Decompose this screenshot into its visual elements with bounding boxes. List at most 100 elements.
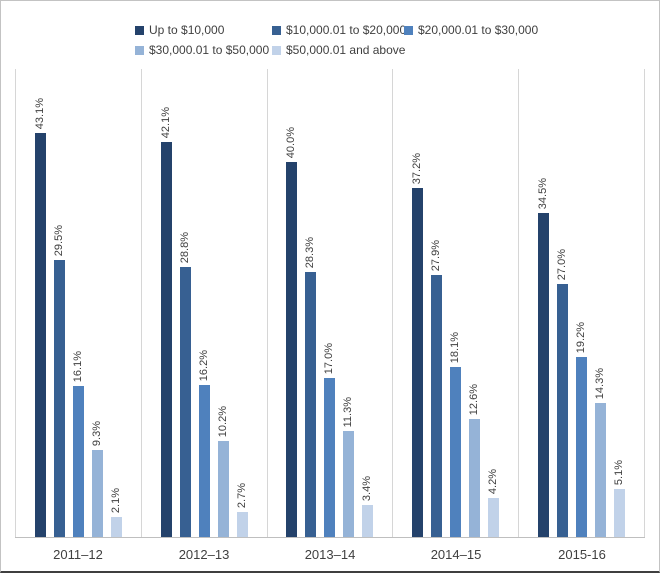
legend-swatch-icon (272, 25, 281, 35)
bar-cell: 17.0% (323, 69, 336, 537)
bar-value-label: 5.1% (613, 459, 626, 485)
bar-cell: 16.2% (197, 69, 210, 537)
bar-value-label: 28.3% (304, 236, 317, 268)
legend-label: $10,000.01 to $20,000 (286, 23, 407, 37)
bar-value-label: 40.0% (285, 126, 298, 158)
legend-swatch-icon (272, 45, 281, 55)
legend-item: $20,000.01 to $30,000 (404, 23, 538, 37)
category-group-2014–15: 37.2% 27.9% 18.1% 12.6% 4.2% (392, 69, 518, 537)
legend-item: $10,000.01 to $20,000 (272, 23, 407, 37)
bar-Up to $10,000 (160, 142, 172, 537)
bar-$30,000.01 to $50,000 (469, 419, 481, 537)
bar-value-label: 4.2% (487, 468, 500, 494)
bar-value-label: 16.1% (71, 350, 84, 382)
bar-cell: 34.5% (537, 69, 550, 537)
bar-$30,000.01 to $50,000 (343, 431, 355, 537)
category-group-2011–12: 43.1% 29.5% 16.1% 9.3% 2.1% (15, 69, 141, 537)
bar-$20,000.01 to $30,000 (324, 378, 336, 537)
bar-cell: 4.2% (487, 69, 500, 537)
bar-cell: 40.0% (285, 69, 298, 537)
bar-Up to $10,000 (538, 213, 550, 537)
bar-cell: 10.2% (216, 69, 229, 537)
legend-label: $30,000.01 to $50,000 (149, 43, 270, 57)
bar-$30,000.01 to $50,000 (217, 441, 229, 537)
bar-$10,000.01 to $20,000 (179, 267, 191, 537)
bar-cell: 2.7% (235, 69, 248, 537)
bar-$20,000.01 to $30,000 (576, 357, 588, 537)
legend-label: $20,000.01 to $30,000 (418, 23, 539, 37)
bar-cell: 5.1% (613, 69, 626, 537)
plot-area: 43.1% 29.5% 16.1% 9.3% 2.1% 42.1% 28.8% 16.2% 10… (15, 69, 645, 538)
bar-$20,000.01 to $30,000 (72, 386, 84, 537)
bar-cell: 29.5% (52, 69, 65, 537)
legend-item: $30,000.01 to $50,000 (135, 43, 272, 57)
bar-cell: 9.3% (91, 69, 103, 537)
bar-value-label: 12.6% (468, 383, 481, 415)
bar-cell: 42.1% (159, 69, 172, 537)
category-group-2012–13: 42.1% 28.8% 16.2% 10.2% 2.7% (140, 69, 267, 537)
bar-$20,000.01 to $30,000 (450, 367, 462, 537)
bar-value-label: 2.1% (109, 487, 122, 513)
x-axis-label: 2012–13 (178, 547, 230, 562)
bar-cell: 18.1% (449, 69, 462, 537)
legend-swatch-icon (135, 45, 144, 55)
bar-value-label: 14.3% (594, 367, 607, 399)
bar-cell: 27.0% (556, 69, 569, 537)
x-axis-label: 2011–12 (53, 547, 103, 562)
bar-value-label: 42.1% (159, 106, 172, 138)
bar-Up to $10,000 (286, 162, 298, 537)
category-group-2015-16: 34.5% 27.0% 19.2% 14.3% 5.1% (518, 69, 645, 537)
bar-$50,000.01 and above (362, 505, 374, 537)
bar-value-label: 11.3% (342, 396, 355, 427)
bar-value-label: 2.7% (235, 482, 248, 508)
x-axis-label: 2014–15 (430, 547, 482, 562)
bar-value-label: 10.2% (216, 405, 229, 437)
legend-swatch-icon (135, 25, 144, 35)
bar-value-label: 28.8% (178, 231, 191, 263)
bar-cell: 43.1% (33, 69, 46, 537)
bar-cell: 3.4% (361, 69, 374, 537)
bar-cell: 12.6% (468, 69, 481, 537)
bar-cell: 14.3% (594, 69, 607, 537)
bar-value-label: 16.2% (197, 349, 210, 381)
bar-cell: 16.1% (71, 69, 84, 537)
x-axis-label: 2013–14 (304, 547, 356, 562)
bar-$30,000.01 to $50,000 (595, 403, 607, 537)
chart-legend: Up to $10,000 $10,000.01 to $20,000 $20,… (135, 20, 538, 60)
bar-cell: 37.2% (411, 69, 424, 537)
bar-cell: 19.2% (575, 69, 588, 537)
bar-$50,000.01 and above (614, 489, 626, 537)
bar-$10,000.01 to $20,000 (53, 260, 65, 537)
bar-$10,000.01 to $20,000 (557, 284, 569, 537)
bar-Up to $10,000 (34, 133, 46, 537)
bar-$10,000.01 to $20,000 (431, 275, 443, 537)
bar-value-label: 43.1% (33, 97, 46, 129)
bar-$50,000.01 and above (488, 498, 500, 537)
legend-swatch-icon (404, 25, 413, 35)
bar-cell: 28.3% (304, 69, 317, 537)
bar-cell: 28.8% (178, 69, 191, 537)
legend-item: $50,000.01 and above (272, 43, 405, 57)
bar-$30,000.01 to $50,000 (91, 450, 103, 537)
bar-value-label: 29.5% (52, 224, 65, 256)
category-group-2013–14: 40.0% 28.3% 17.0% 11.3% 3.4% (266, 69, 393, 537)
bar-$10,000.01 to $20,000 (305, 272, 317, 537)
bar-value-label: 19.2% (575, 321, 588, 353)
bar-value-label: 37.2% (411, 152, 424, 184)
bar-$50,000.01 and above (236, 512, 248, 537)
bar-value-label: 34.5% (537, 177, 550, 209)
x-axis: 2011–12 2012–13 2013–14 2014–15 2015-16 (15, 540, 645, 562)
bar-value-label: 3.4% (361, 475, 374, 501)
bar-value-label: 17.0% (323, 342, 336, 374)
bar-value-label: 27.0% (556, 248, 569, 280)
bar-cell: 2.1% (109, 69, 122, 537)
bar-cell: 27.9% (430, 69, 443, 537)
bar-cell: 11.3% (342, 69, 355, 537)
legend-item: Up to $10,000 (135, 23, 272, 37)
bar-$50,000.01 and above (110, 517, 122, 537)
bar-value-label: 27.9% (430, 239, 443, 271)
legend-label: Up to $10,000 (149, 23, 225, 37)
bar-Up to $10,000 (412, 188, 424, 537)
x-axis-label: 2015-16 (558, 547, 606, 562)
